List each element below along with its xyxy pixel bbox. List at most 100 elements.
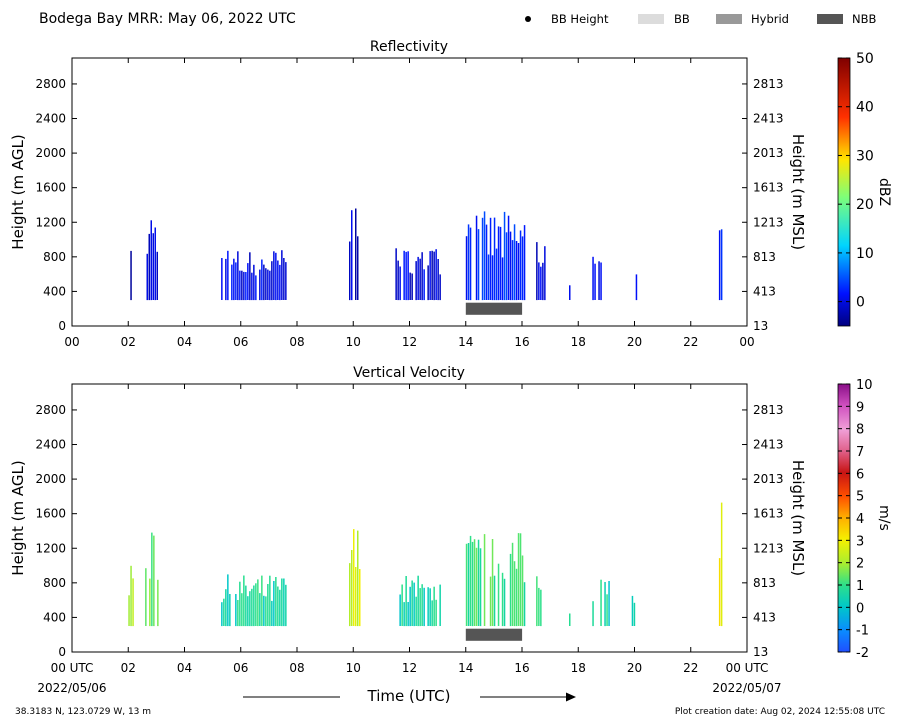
echo-column [355, 208, 357, 300]
echo-column [283, 578, 285, 627]
x-tick-label: 10 [346, 335, 361, 349]
echo-column [429, 588, 431, 626]
echo-column [592, 601, 594, 627]
arrow-head-icon [566, 692, 576, 702]
echo-column [225, 258, 227, 301]
colorbar-tick-label: 50 [856, 51, 874, 67]
echo-column [544, 246, 546, 301]
echo-column [598, 261, 600, 300]
echo-column [247, 596, 249, 627]
legend: BB Height BB Hybrid NBB [525, 12, 876, 26]
echo-column [156, 251, 158, 300]
echo-column [419, 588, 421, 627]
echo-column [487, 254, 490, 300]
echo-column [277, 260, 279, 300]
start-date: 2022/05/06 [37, 681, 106, 695]
y-tick-label: 1200 [35, 215, 66, 229]
echo-column [285, 584, 287, 627]
echo-column [130, 250, 132, 301]
echo-column [417, 256, 419, 300]
y-tick-label-right: 13 [753, 319, 768, 333]
x-tick-label: 06 [233, 661, 248, 675]
echo-column [403, 602, 405, 627]
echo-column [253, 264, 255, 301]
echo-column [489, 217, 492, 300]
echo-column [281, 578, 283, 627]
colorbar-tick-label: 2 [856, 557, 864, 572]
echo-column [241, 593, 243, 627]
y-tick-label: 2000 [35, 146, 66, 160]
echo-column [521, 236, 524, 301]
echo-column [471, 541, 474, 627]
echo-column [245, 585, 247, 627]
y-tick-label: 0 [58, 319, 66, 333]
colorbar-tick-label: 30 [856, 148, 874, 164]
echo-column [465, 543, 468, 626]
echo-column [411, 273, 413, 300]
echo-column [633, 602, 636, 626]
legend-swatch-bb [638, 14, 664, 24]
x-tick-label: 02 [121, 661, 136, 675]
y-tick-label: 2800 [35, 77, 66, 91]
echo-column [145, 568, 147, 626]
y-tick-label: 2400 [35, 438, 66, 452]
y-tick-label: 2000 [35, 472, 66, 486]
y-tick-label-right: 2813 [753, 77, 784, 91]
y-tick-label-right: 2013 [753, 146, 784, 160]
y-tick-label-right: 813 [753, 250, 776, 264]
echo-column [279, 589, 281, 626]
echo-column [273, 251, 275, 300]
echo-column [507, 215, 510, 300]
x-tick-label: 08 [289, 661, 304, 675]
echo-column [249, 591, 251, 627]
echo-column [251, 588, 253, 627]
y-axis-label-left: Height (m AGL) [9, 134, 27, 249]
echo-column [255, 275, 257, 301]
echo-column [154, 227, 156, 301]
echo-column [495, 248, 498, 301]
echo-column [275, 577, 277, 626]
echo-column [411, 580, 413, 626]
x-tick-label: 14 [458, 335, 473, 349]
x-tick-label: 00 UTC [51, 661, 94, 675]
echo-column [503, 211, 506, 301]
y-tick-label: 2800 [35, 403, 66, 417]
echo-column [515, 241, 518, 301]
echo-column [421, 584, 423, 626]
y-tick-label-right: 13 [753, 645, 768, 659]
y-tick-label-right: 413 [753, 284, 776, 298]
echo-column [437, 259, 439, 301]
echo-column [225, 589, 227, 627]
echo-column [718, 558, 721, 626]
colorbar-tick-label: 5 [856, 490, 864, 505]
y-tick-label-right: 1213 [753, 541, 784, 555]
figure-title: Bodega Bay MRR: May 06, 2022 UTC [39, 11, 296, 27]
x-tick-label: 06 [233, 335, 248, 349]
colorbar-tick-label: 3 [856, 534, 864, 549]
echo-column [415, 596, 417, 626]
echo-column [536, 242, 538, 301]
panel-title: Reflectivity [370, 39, 448, 55]
echo-column [477, 539, 480, 626]
colorbar-tick-label: 40 [856, 100, 874, 116]
echo-column [405, 576, 407, 627]
y-tick-label: 400 [43, 284, 66, 298]
echo-column [409, 586, 411, 627]
echo-column [261, 259, 263, 301]
echo-column [265, 268, 267, 300]
echo-column [469, 227, 472, 301]
echo-column [511, 542, 514, 626]
echo-column [509, 553, 512, 627]
echo-column [720, 229, 723, 301]
colorbar-tick-label: 6 [856, 467, 864, 482]
legend-swatch-nbb [817, 14, 843, 24]
echo-column [501, 257, 504, 301]
x-tick-label: 02 [121, 335, 136, 349]
echo-column [261, 575, 263, 626]
echo-column [395, 248, 397, 300]
x-tick-label: 00 [739, 335, 754, 349]
echo-column [521, 555, 524, 627]
y-tick-label-right: 413 [753, 610, 776, 624]
x-tick-label: 08 [289, 335, 304, 349]
